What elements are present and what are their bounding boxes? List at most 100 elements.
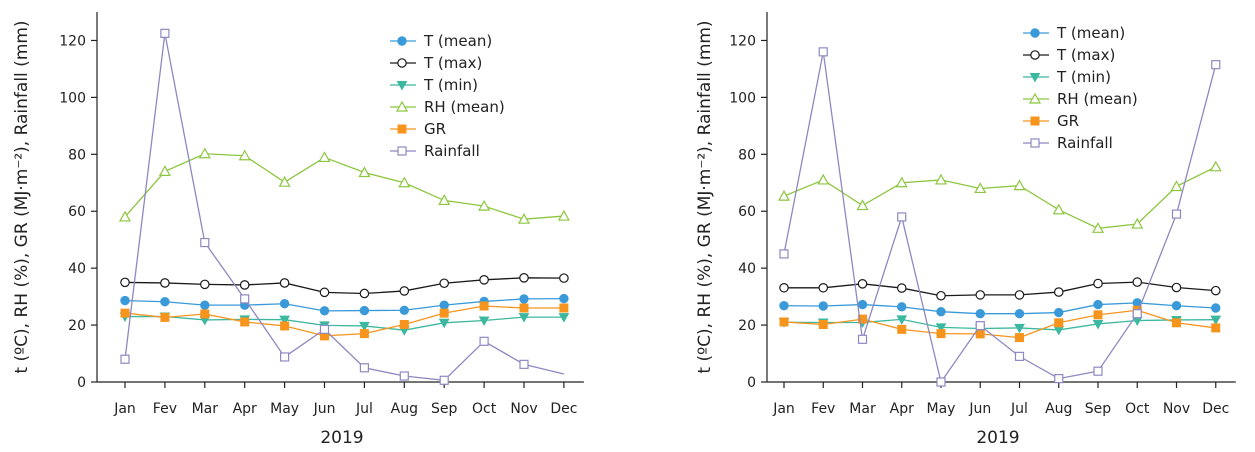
data-point xyxy=(559,293,569,304)
legend-marker xyxy=(1030,50,1040,60)
data-point xyxy=(558,313,570,323)
data-point xyxy=(398,176,411,188)
legend-marker xyxy=(1028,92,1042,104)
data-point xyxy=(160,297,170,307)
data-point xyxy=(1093,299,1103,310)
data-point xyxy=(1054,373,1064,384)
x-tick-label: May xyxy=(927,401,956,417)
data-point xyxy=(1211,323,1221,333)
x-tick-label: Jul xyxy=(355,401,373,417)
data-point xyxy=(779,301,789,311)
data-point xyxy=(518,313,530,323)
legend-marker xyxy=(1030,138,1040,148)
data-point xyxy=(857,279,868,289)
data-point xyxy=(856,199,869,211)
legend-label: T (mean) xyxy=(1056,24,1125,42)
data-point xyxy=(1053,287,1064,297)
y-tick-label: 100 xyxy=(729,90,756,106)
data-point xyxy=(358,166,371,178)
data-point xyxy=(817,173,830,185)
data-point xyxy=(936,290,946,301)
x-tick-label: Jul xyxy=(1010,401,1028,417)
legend-marker xyxy=(395,100,409,112)
legend-label: T (max) xyxy=(423,54,482,72)
data-point xyxy=(479,336,489,346)
x-tick-label: Oct xyxy=(472,401,497,417)
data-point xyxy=(1093,278,1103,289)
data-point xyxy=(897,212,907,222)
y-tick-label: 60 xyxy=(738,204,756,220)
data-point xyxy=(399,371,409,381)
data-point xyxy=(936,329,946,339)
legend-label: T (min) xyxy=(423,76,478,94)
y-axis-label: t (ºC), RH (%), GR (MJ·m⁻²), Rainfall (m… xyxy=(695,20,715,373)
data-point xyxy=(1014,323,1025,334)
series-t-mean xyxy=(779,298,1221,319)
data-point xyxy=(557,209,570,221)
series-line xyxy=(124,305,564,337)
data-point xyxy=(936,377,946,387)
data-point xyxy=(818,301,828,311)
data-point xyxy=(1211,303,1221,313)
x-tick-label: Aug xyxy=(391,401,418,417)
series-rh-mean xyxy=(777,160,1222,233)
data-point xyxy=(479,275,489,285)
data-point xyxy=(399,320,409,330)
y-tick-label: 100 xyxy=(59,90,86,106)
x-axis-label: 2019 xyxy=(976,428,1019,448)
data-point xyxy=(519,294,529,304)
data-point xyxy=(200,309,210,319)
data-point xyxy=(517,212,531,224)
data-point xyxy=(1131,217,1144,229)
data-point xyxy=(975,329,985,339)
data-point xyxy=(120,354,130,364)
data-point xyxy=(895,176,908,188)
legend-label: Rainfall xyxy=(1057,134,1113,152)
data-point xyxy=(1093,310,1103,320)
data-point xyxy=(897,324,907,334)
series-line xyxy=(125,315,564,331)
series-t-max xyxy=(779,277,1221,301)
data-point xyxy=(1052,203,1065,215)
x-tick-label: Sep xyxy=(1085,401,1112,417)
series-gr xyxy=(779,305,1221,343)
data-point xyxy=(974,182,987,194)
data-point xyxy=(359,288,370,299)
y-tick-label: 0 xyxy=(747,375,756,391)
data-point xyxy=(1209,160,1222,172)
legend-marker xyxy=(1030,116,1040,126)
data-point xyxy=(777,189,791,201)
legend: T (mean) T (max) T (min) RH (mean) GR Rainfal… xyxy=(1023,24,1138,152)
data-point xyxy=(118,210,132,222)
chart-1: 0 20 40 60 80 100 120 Jan Fev Mar Apr May Jun Jul Aug S… xyxy=(12,12,584,448)
data-point xyxy=(857,334,868,344)
data-point xyxy=(1171,301,1182,311)
data-point xyxy=(1092,319,1104,330)
data-point xyxy=(359,305,370,316)
data-point xyxy=(239,280,250,290)
y-tick-label: 20 xyxy=(68,318,86,334)
data-point xyxy=(278,175,291,187)
data-point xyxy=(1053,325,1065,336)
data-point xyxy=(319,287,330,298)
legend-label: Rainfall xyxy=(424,142,480,160)
data-point xyxy=(1211,60,1221,70)
data-point xyxy=(1170,180,1183,192)
data-point xyxy=(200,237,210,248)
chart-2: 0 20 40 60 80 100 120 Jan Fev Mar Apr May Jun Jul Aug S… xyxy=(695,12,1236,448)
x-tick-label: Jan xyxy=(772,401,795,417)
data-point xyxy=(1014,308,1025,319)
data-point xyxy=(120,308,130,318)
data-point xyxy=(818,282,829,293)
legend-label: T (mean) xyxy=(423,32,492,50)
legend-label: RH (mean) xyxy=(424,98,505,116)
x-tick-label: Oct xyxy=(1125,401,1150,417)
data-point xyxy=(240,294,250,304)
data-point xyxy=(319,306,330,316)
data-point xyxy=(240,317,250,327)
x-tick-label: Jun xyxy=(313,401,336,417)
series-gr xyxy=(120,301,569,341)
data-point xyxy=(439,278,449,289)
x-tick-label: Apr xyxy=(233,401,257,417)
